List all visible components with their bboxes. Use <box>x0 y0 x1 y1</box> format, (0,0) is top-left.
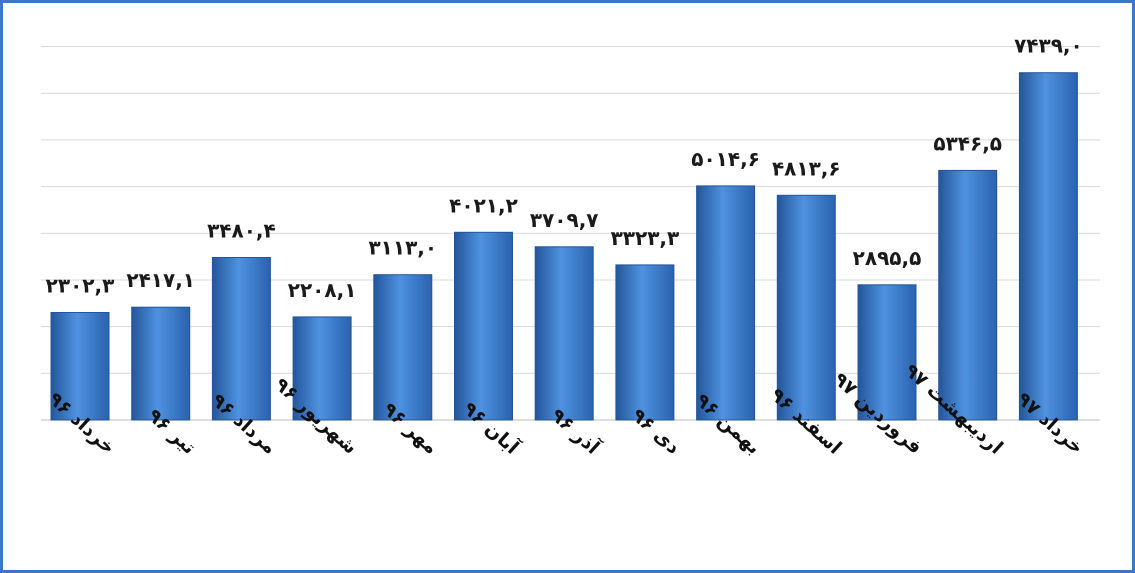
bar <box>454 231 513 421</box>
data-label: ۴۰۲۱,۲ <box>449 193 518 217</box>
data-label: ۲۲۰۸,۱ <box>288 278 357 302</box>
data-label: ۳۴۸۰,۴ <box>207 219 276 243</box>
bar <box>696 185 756 421</box>
data-label: ۲۳۰۲,۳ <box>46 274 115 298</box>
bar <box>534 246 594 421</box>
data-label: ۲۸۹۵,۵ <box>853 246 922 270</box>
bar <box>373 274 433 421</box>
bar-chart: ۲۳۰۲,۳ ۲۴۱۷,۱ ۳۴۸۰,۴ ۲۲۰۸,۱ ۳۱۱۳,۰ ۴۰۲۱,۲ ۳۷۰۹… <box>41 34 1100 459</box>
bar <box>211 257 271 421</box>
bars <box>50 72 1078 421</box>
bar <box>292 316 352 421</box>
data-label: ۲۴۱۷,۱ <box>126 268 195 292</box>
bar <box>857 284 917 421</box>
bar <box>50 312 110 421</box>
data-label: ۳۷۰۹,۷ <box>530 208 599 232</box>
data-label: ۵۰۱۴,۶ <box>691 147 760 171</box>
data-label: ۳۳۲۳,۳ <box>611 226 680 250</box>
bar <box>615 264 675 421</box>
data-label: ۷۴۳۹,۰ <box>1014 34 1083 58</box>
data-label: ۵۳۴۶,۵ <box>933 131 1002 155</box>
data-labels: ۲۳۰۲,۳ ۲۴۱۷,۱ ۳۴۸۰,۴ ۲۲۰۸,۱ ۳۱۱۳,۰ ۴۰۲۱,۲ ۳۷۰۹… <box>46 34 1083 302</box>
bar <box>776 194 836 421</box>
bar <box>131 306 191 421</box>
data-label: ۳۱۱۳,۰ <box>368 236 437 260</box>
data-label: ۴۸۱۳,۶ <box>772 156 841 180</box>
bar <box>938 169 998 421</box>
bar <box>1018 72 1078 421</box>
